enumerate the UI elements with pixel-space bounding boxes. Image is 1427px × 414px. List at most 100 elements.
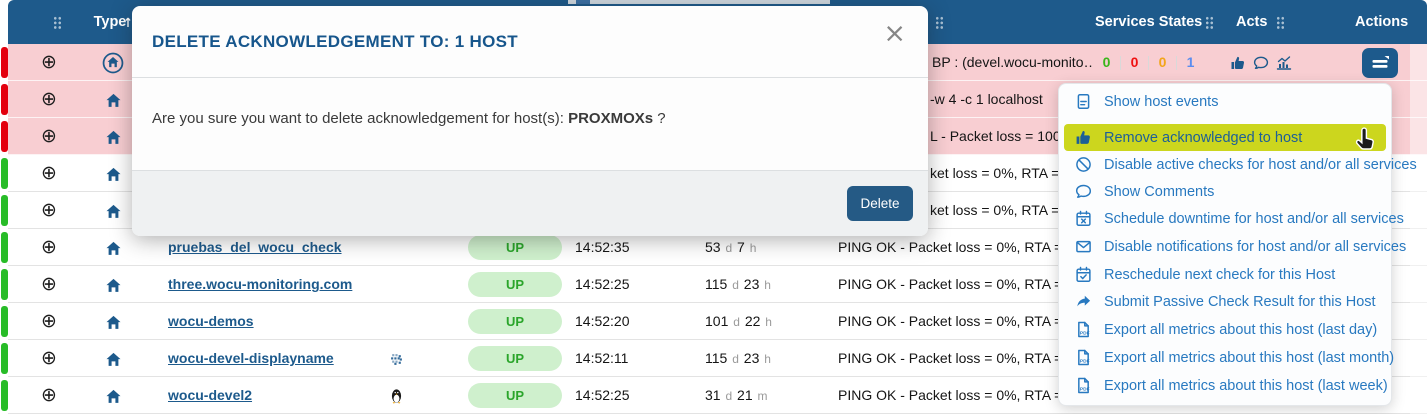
metrics-chart-icon[interactable] — [1276, 55, 1292, 71]
ban-icon — [1070, 156, 1096, 173]
last-check-time: 14:52:20 — [575, 313, 630, 329]
linux-penguin-icon — [386, 377, 406, 414]
thumbs-up-icon[interactable] — [1230, 55, 1246, 71]
calendar-check-icon — [1070, 266, 1096, 283]
context-menu-item[interactable]: Schedule downtime for host and/or all se… — [1064, 205, 1404, 232]
pdf-file-icon: PDF — [1070, 321, 1096, 338]
host-state-strip-up — [1, 343, 8, 374]
host-icon — [100, 118, 126, 155]
host-state-strip-up — [1, 158, 8, 189]
context-menu-item-label: Submit Passive Check Result for this Hos… — [1104, 293, 1376, 310]
host-state-strip-up — [1, 195, 8, 226]
modal-body: Are you sure you want to delete acknowle… — [132, 78, 928, 170]
check-output: ket loss = 0%, RTA = — [930, 202, 1060, 218]
context-menu-item[interactable]: Reschedule next check for this Host — [1064, 261, 1386, 288]
check-output: ket loss = 0%, RTA = — [930, 165, 1060, 181]
context-menu-item-label: Export all metrics about this host (last… — [1104, 321, 1378, 338]
expand-row-icon[interactable]: ⊕ — [41, 162, 57, 184]
comment-icon — [1070, 183, 1096, 200]
column-header-type[interactable]: Type — [93, 14, 127, 30]
expand-row-icon[interactable]: ⊕ — [41, 384, 57, 406]
delete-button[interactable]: Delete — [847, 186, 913, 221]
expand-row-icon[interactable]: ⊕ — [41, 236, 57, 258]
modal-title: DELETE ACKNOWLEDGEMENT TO: 1 HOST — [152, 32, 518, 51]
host-link[interactable]: wocu-devel2 — [168, 387, 253, 403]
last-check-time: 14:52:25 — [575, 276, 630, 292]
services-critical-count[interactable]: 0 — [1130, 54, 1139, 70]
drag-handle-icon[interactable] — [1276, 16, 1285, 29]
context-menu-item-label: Export all metrics about this host (last… — [1104, 349, 1395, 366]
close-icon[interactable]: × — [883, 18, 906, 49]
expand-row-icon[interactable]: ⊕ — [41, 51, 57, 73]
host-status-badge: UP — [468, 346, 562, 371]
column-header-actions[interactable]: Actions — [1355, 14, 1409, 30]
pixel-cluster-icon — [386, 340, 406, 377]
modal-header: DELETE ACKNOWLEDGEMENT TO: 1 HOST × — [132, 6, 928, 78]
drag-handle-icon[interactable] — [53, 16, 62, 29]
host-link[interactable]: wocu-demos — [168, 313, 254, 329]
expand-row-icon[interactable]: ⊕ — [41, 347, 57, 369]
expand-row-icon[interactable]: ⊕ — [41, 199, 57, 221]
envelope-icon — [1070, 238, 1096, 255]
drag-handle-icon[interactable] — [935, 16, 944, 29]
context-menu-item-label: Disable notifications for host and/or al… — [1104, 238, 1407, 255]
drag-handle-icon[interactable] — [1205, 16, 1214, 29]
confirm-text-suffix: ? — [653, 110, 666, 127]
last-check-time: 14:52:11 — [575, 350, 629, 366]
check-output: BP : (devel.wocu-monito… — [932, 54, 1092, 70]
check-output: L - Packet loss = 100 — [930, 128, 1061, 144]
context-menu-item[interactable]: PDF Export all metrics about this host (l… — [1064, 372, 1388, 399]
context-menu-item[interactable]: Disable active checks for host and/or al… — [1064, 151, 1417, 178]
host-link[interactable]: wocu-devel-displayname — [168, 350, 334, 366]
context-menu-item-label: Reschedule next check for this Host — [1104, 266, 1336, 283]
check-duration: 101 d 22 h — [705, 313, 772, 329]
document-icon — [1070, 93, 1096, 110]
context-menu-item[interactable]: Show Comments — [1064, 178, 1386, 205]
context-menu-item[interactable]: Show host events — [1064, 88, 1386, 115]
host-state-strip-down — [1, 121, 8, 152]
acts-icons — [1230, 44, 1310, 81]
check-output: PING OK - Packet loss = 0%, RTA = — [838, 276, 1063, 292]
check-duration: 31 d 21 m — [705, 387, 768, 403]
services-ok-count[interactable]: 0 — [1102, 54, 1111, 70]
check-duration: 53 d 7 h — [705, 239, 757, 255]
delete-acknowledgement-modal: DELETE ACKNOWLEDGEMENT TO: 1 HOST × Are … — [132, 6, 928, 236]
host-icon — [100, 229, 126, 266]
host-state-strip-up — [1, 269, 8, 300]
context-menu-item-label: Show Comments — [1104, 183, 1215, 200]
column-header-acts[interactable]: Acts — [1236, 14, 1268, 30]
expand-row-icon[interactable]: ⊕ — [41, 88, 57, 110]
check-output: PING OK - Packet loss = 0%, RTA = — [838, 387, 1063, 403]
host-link[interactable]: three.wocu-monitoring.com — [168, 276, 353, 292]
hand-cursor-icon — [1354, 126, 1378, 157]
host-actions-button[interactable] — [1362, 48, 1398, 78]
host-name-bold: PROXMOXs — [568, 110, 654, 127]
expand-row-icon[interactable]: ⊕ — [41, 125, 57, 147]
scrollbar-thumb[interactable] — [576, 0, 590, 4]
context-menu-item[interactable]: Disable notifications for host and/or al… — [1064, 233, 1406, 260]
bp-host-icon — [100, 44, 126, 81]
services-states: 0 0 0 1 — [1093, 44, 1205, 81]
check-duration: 115 d 23 h — [705, 350, 771, 366]
scrollbar-gutter — [1410, 44, 1427, 414]
check-output: PING OK - Packet loss = 0%, RTA = — [838, 313, 1063, 329]
host-state-strip-up — [1, 380, 8, 411]
host-state-strip-down — [1, 84, 8, 115]
expand-row-icon[interactable]: ⊕ — [41, 273, 57, 295]
confirm-text: Are you sure you want to delete acknowle… — [152, 110, 569, 127]
horizontal-scrollbar[interactable] — [568, 0, 830, 4]
context-menu-item[interactable]: Remove acknowledged to host — [1064, 124, 1386, 151]
services-warning-count[interactable]: 0 — [1158, 54, 1167, 70]
modal-footer: Delete — [132, 170, 928, 236]
services-unknown-count[interactable]: 1 — [1186, 54, 1195, 70]
check-output: -w 4 -c 1 localhost — [930, 91, 1043, 107]
comment-icon[interactable] — [1253, 55, 1269, 71]
expand-row-icon[interactable]: ⊕ — [41, 310, 57, 332]
context-menu-item[interactable]: Submit Passive Check Result for this Hos… — [1064, 288, 1386, 315]
context-menu-item[interactable]: PDF Export all metrics about this host (l… — [1064, 344, 1394, 371]
column-header-services-states[interactable]: Services States — [1095, 14, 1203, 30]
host-status-badge: UP — [468, 272, 562, 297]
separator — [1120, 55, 1121, 70]
host-link[interactable]: pruebas_del_wocu_check — [168, 239, 342, 255]
context-menu-item[interactable]: PDF Export all metrics about this host (l… — [1064, 316, 1386, 343]
